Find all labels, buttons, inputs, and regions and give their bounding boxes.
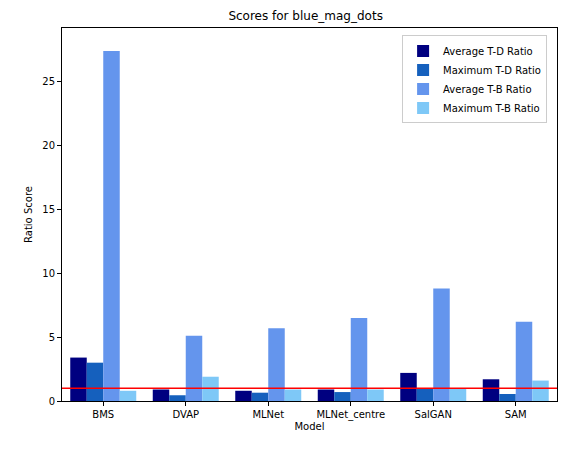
svg-text:Average T-D Ratio: Average T-D Ratio bbox=[443, 46, 533, 57]
svg-text:5: 5 bbox=[49, 332, 55, 343]
svg-text:SalGAN: SalGAN bbox=[415, 409, 452, 420]
svg-text:BMS: BMS bbox=[92, 409, 114, 420]
svg-text:Ratio Score: Ratio Score bbox=[23, 186, 34, 243]
svg-text:MLNet_centre: MLNet_centre bbox=[316, 409, 385, 421]
svg-text:Scores for blue_mag_dots: Scores for blue_mag_dots bbox=[228, 9, 383, 23]
svg-text:Maximum T-D Ratio: Maximum T-D Ratio bbox=[443, 65, 541, 76]
svg-text:10: 10 bbox=[42, 268, 55, 279]
svg-text:Average T-B Ratio: Average T-B Ratio bbox=[443, 84, 531, 95]
svg-text:SAM: SAM bbox=[505, 409, 527, 420]
svg-text:0: 0 bbox=[49, 396, 55, 407]
svg-text:Maximum T-B Ratio: Maximum T-B Ratio bbox=[443, 103, 540, 114]
svg-text:15: 15 bbox=[42, 204, 55, 215]
svg-text:MLNet: MLNet bbox=[252, 409, 284, 420]
svg-text:Model: Model bbox=[294, 421, 324, 432]
svg-text:20: 20 bbox=[42, 140, 55, 151]
svg-text:25: 25 bbox=[42, 76, 55, 87]
svg-text:DVAP: DVAP bbox=[172, 409, 199, 420]
